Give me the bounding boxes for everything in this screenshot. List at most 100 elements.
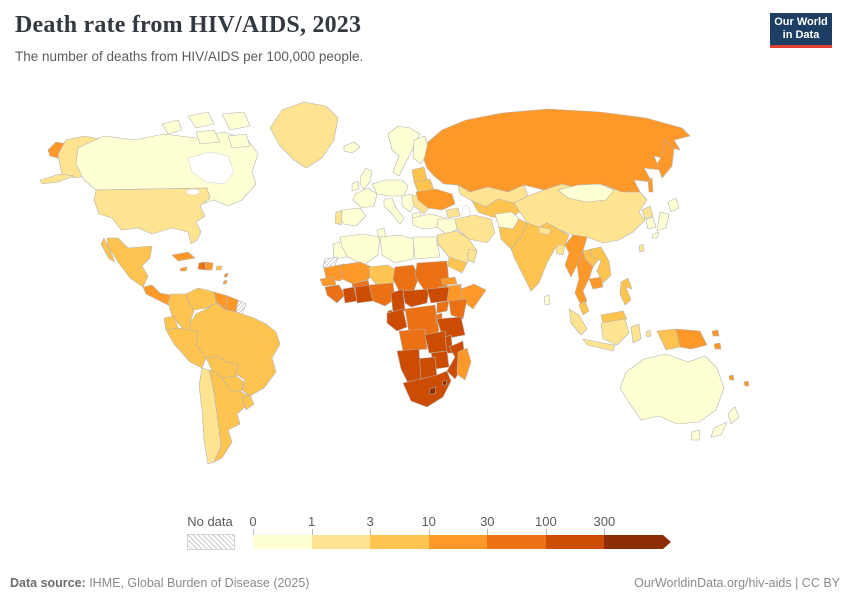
country-cameroon[interactable] xyxy=(390,288,406,314)
country-somalia[interactable] xyxy=(460,283,487,310)
country-japan-3[interactable] xyxy=(651,231,660,239)
country-kenya[interactable] xyxy=(448,298,468,320)
country-fiji[interactable] xyxy=(743,380,750,387)
country-indonesia-java[interactable] xyxy=(582,338,616,352)
country-south-africa[interactable] xyxy=(402,370,452,408)
country-mongolia[interactable] xyxy=(557,183,615,203)
country-oman[interactable] xyxy=(466,248,478,264)
country-mali[interactable] xyxy=(339,261,373,285)
country-canada-arctic-3[interactable] xyxy=(221,111,251,131)
legend-bin-100-300[interactable] xyxy=(545,535,605,549)
country-australia-tasmania[interactable] xyxy=(690,429,701,441)
country-mexico-baja[interactable] xyxy=(100,237,116,263)
country-australia[interactable] xyxy=(619,353,725,425)
country-united-states-aleutians[interactable] xyxy=(39,173,75,185)
country-malaysia[interactable] xyxy=(578,300,590,316)
country-vanuatu[interactable] xyxy=(728,374,735,381)
country-peru[interactable] xyxy=(165,327,207,369)
country-papua-new-guinea[interactable] xyxy=(675,328,708,350)
country-iceland[interactable] xyxy=(343,141,361,154)
country-ireland[interactable] xyxy=(351,180,360,192)
country-niger[interactable] xyxy=(368,264,398,285)
country-canada-arctic-1[interactable] xyxy=(161,119,183,135)
country-united-kingdom[interactable] xyxy=(359,167,373,190)
country-eswatini[interactable] xyxy=(441,379,448,386)
owid-link[interactable]: OurWorldinData.org/hiv-aids | CC BY xyxy=(634,576,840,590)
country-nigeria[interactable] xyxy=(368,282,396,307)
world-map-svg xyxy=(39,101,750,465)
country-bangladesh[interactable] xyxy=(555,244,566,256)
country-philippines[interactable] xyxy=(619,277,633,306)
country-angola[interactable] xyxy=(398,328,428,352)
country-cuba[interactable] xyxy=(171,251,196,262)
legend-bin-3-10[interactable] xyxy=(370,535,429,549)
country-french-guiana[interactable] xyxy=(235,299,247,315)
country-thailand[interactable] xyxy=(574,250,594,306)
country-egypt[interactable] xyxy=(412,236,441,260)
country-canada-arctic-4[interactable] xyxy=(195,129,221,145)
country-indonesia-borneo[interactable] xyxy=(600,318,630,346)
country-zambia[interactable] xyxy=(424,330,448,354)
country-south-korea[interactable] xyxy=(645,216,657,230)
country-dominican-republic[interactable] xyxy=(204,261,214,271)
country-vietnam[interactable] xyxy=(590,246,612,284)
country-libya[interactable] xyxy=(379,234,415,264)
legend-bin-0-1[interactable] xyxy=(253,535,312,549)
owid-logo[interactable]: Our World in Data xyxy=(770,13,832,48)
country-chile[interactable] xyxy=(198,367,222,465)
legend-bin-300plus[interactable] xyxy=(604,535,663,549)
country-canada-arctic-5[interactable] xyxy=(227,133,251,149)
country-south-sudan[interactable] xyxy=(426,286,450,304)
country-central-african-republic[interactable] xyxy=(402,288,430,308)
country-lesser-antilles-2[interactable] xyxy=(222,279,228,285)
country-japan-1[interactable] xyxy=(667,197,680,213)
country-algeria[interactable] xyxy=(339,233,381,266)
country-madagascar[interactable] xyxy=(456,347,472,381)
country-caucasus[interactable] xyxy=(445,207,461,219)
country-sri-lanka[interactable] xyxy=(543,294,551,306)
country-russia-kamchatka[interactable] xyxy=(656,139,675,179)
country-puerto-rico[interactable] xyxy=(215,265,223,271)
country-solomon-islands-1[interactable] xyxy=(711,329,720,337)
no-data-swatch[interactable] xyxy=(187,534,235,550)
legend-bin-30-100[interactable] xyxy=(487,535,546,549)
country-mexico[interactable] xyxy=(106,237,153,288)
country-eritrea[interactable] xyxy=(440,276,458,286)
country-canada-arctic-2[interactable] xyxy=(187,111,215,129)
country-yemen[interactable] xyxy=(447,256,468,274)
country-guinea-region[interactable] xyxy=(324,284,346,304)
country-haiti[interactable] xyxy=(197,261,207,271)
country-nepal[interactable] xyxy=(538,226,552,236)
country-lesotho[interactable] xyxy=(428,386,437,395)
country-gabon-congo[interactable] xyxy=(386,308,408,332)
country-france[interactable] xyxy=(352,187,378,209)
country-russia-sakhalin[interactable] xyxy=(647,177,654,193)
legend-bin-1-3[interactable] xyxy=(311,535,371,549)
country-germany-poland[interactable] xyxy=(371,179,409,197)
country-united-states[interactable] xyxy=(93,187,211,245)
country-taiwan[interactable] xyxy=(638,243,645,253)
country-japan-2[interactable] xyxy=(656,211,670,232)
country-italy[interactable] xyxy=(383,197,405,225)
country-cambodia[interactable] xyxy=(588,276,604,290)
country-lesser-antilles-1[interactable] xyxy=(223,272,229,278)
country-indonesia-sumatra[interactable] xyxy=(568,308,588,336)
country-iran[interactable] xyxy=(454,214,496,244)
country-uganda[interactable] xyxy=(436,300,450,314)
country-spain[interactable] xyxy=(337,207,367,227)
country-uruguay[interactable] xyxy=(241,394,255,411)
country-new-zealand-north[interactable] xyxy=(727,406,740,425)
country-jamaica[interactable] xyxy=(179,266,188,272)
country-ukraine[interactable] xyxy=(415,188,456,211)
country-new-zealand-south[interactable] xyxy=(710,421,728,438)
country-indonesia-sulawesi[interactable] xyxy=(630,323,642,344)
country-chad[interactable] xyxy=(392,264,420,294)
country-norway-sweden[interactable] xyxy=(387,125,421,177)
country-indonesia-moluccas[interactable] xyxy=(645,329,652,338)
country-senegal[interactable] xyxy=(319,276,337,287)
country-solomon-islands-2[interactable] xyxy=(713,342,722,350)
country-portugal[interactable] xyxy=(334,210,343,226)
country-north-korea[interactable] xyxy=(641,205,654,220)
legend-bin-10-30[interactable] xyxy=(428,535,488,549)
country-greenland[interactable] xyxy=(269,101,339,169)
